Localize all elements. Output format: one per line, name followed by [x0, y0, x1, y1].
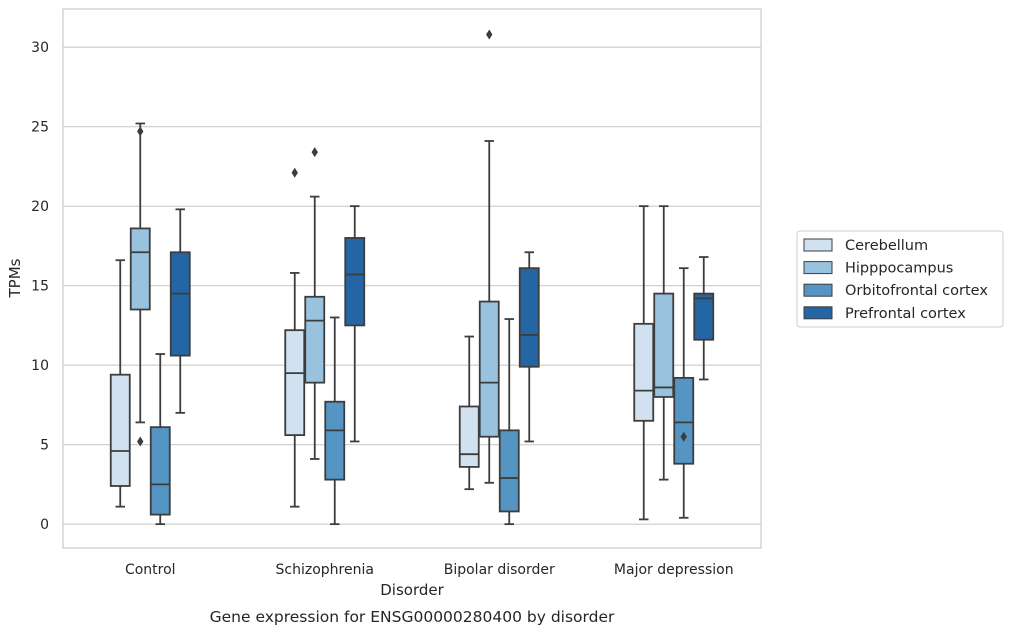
- y-tick-labels: 0 5 10 15 20 25 30: [31, 40, 49, 533]
- legend: Cerebellum Hipppocampus Orbitofrontal cort…: [796, 230, 1004, 328]
- y-tick-label: 25: [31, 120, 49, 136]
- y-tick-label: 20: [31, 199, 49, 215]
- box-group: [109, 259, 131, 508]
- box-iqr: [693, 292, 715, 341]
- box-group: [633, 205, 655, 521]
- x-axis-title: Disorder: [380, 581, 444, 599]
- series-cerebellum: [109, 167, 655, 521]
- series-hipppocampus: [129, 29, 675, 484]
- box-group: [324, 316, 346, 526]
- x-tick-label: Bipolar disorder: [444, 562, 555, 578]
- legend-label: Prefrontal cortex: [845, 306, 966, 322]
- outlier-point: [137, 436, 144, 447]
- plot-area-frame: [62, 8, 762, 549]
- series-prefrontal-cortex: [169, 205, 715, 443]
- outlier-point: [311, 147, 318, 158]
- box-group: [693, 256, 715, 381]
- y-axis-title: TPMs: [6, 258, 24, 298]
- box-group: [169, 208, 191, 414]
- legend-label: Hipppocampus: [845, 261, 953, 277]
- legend-swatch: [803, 306, 833, 320]
- box-iqr: [109, 373, 131, 487]
- x-tick-labels: Control Schizophrenia Bipolar disorder Majo…: [125, 562, 734, 578]
- box-group: [478, 29, 500, 484]
- chart-caption: Gene expression for ENSG00000280400 by d…: [210, 608, 615, 626]
- y-tick-label: 15: [31, 279, 49, 295]
- box-iqr: [458, 405, 480, 468]
- legend-swatch: [803, 261, 833, 275]
- y-tick-label: 5: [40, 438, 49, 454]
- series-orbitofrontal-cortex: [149, 267, 695, 526]
- box-group: [458, 335, 480, 491]
- box-series: [109, 29, 715, 526]
- outlier-point: [291, 167, 298, 178]
- outlier-point: [137, 126, 144, 137]
- box-iqr: [129, 227, 151, 311]
- legend-label: Orbitofrontal cortex: [845, 283, 988, 299]
- legend-swatch: [803, 238, 833, 252]
- box-group: [518, 251, 540, 443]
- box-iqr: [673, 376, 695, 465]
- box-group: [498, 318, 520, 526]
- box-iqr: [653, 292, 675, 398]
- box-group: [304, 147, 326, 460]
- legend-frame: [796, 230, 1004, 328]
- box-group: [149, 353, 171, 526]
- box-group: [129, 122, 151, 447]
- box-iqr: [169, 251, 191, 357]
- box-iqr: [324, 400, 346, 481]
- outlier-point: [486, 29, 493, 40]
- x-tick-label: Schizophrenia: [276, 562, 374, 578]
- x-tick-label: Control: [125, 562, 176, 578]
- box-iqr: [284, 329, 306, 437]
- box-iqr: [304, 295, 326, 384]
- box-iqr: [478, 300, 500, 438]
- y-tick-label: 30: [31, 40, 49, 56]
- box-iqr: [633, 322, 655, 422]
- box-group: [673, 267, 695, 519]
- box-iqr: [498, 429, 520, 513]
- outlier-point: [680, 431, 687, 442]
- x-tick-label: Major depression: [614, 562, 734, 578]
- box-group: [344, 205, 366, 443]
- legend-label: Cerebellum: [845, 238, 928, 254]
- box-group: [284, 167, 306, 508]
- box-iqr: [518, 267, 540, 368]
- box-group: [653, 205, 675, 481]
- y-tick-label: 0: [40, 517, 49, 533]
- legend-swatch: [803, 283, 833, 297]
- box-iqr: [149, 426, 171, 516]
- y-tick-label: 10: [31, 358, 49, 374]
- box-iqr: [344, 237, 366, 327]
